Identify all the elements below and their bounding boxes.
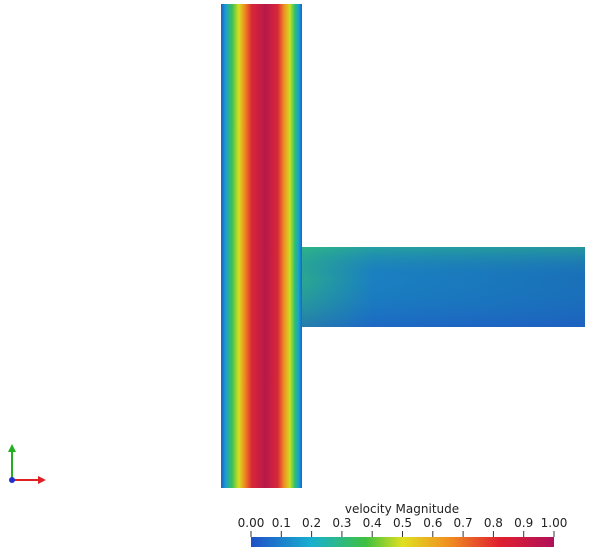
colorbar-tick-label: 0.2	[302, 516, 321, 530]
colorbar-tick-label: 0.8	[484, 516, 503, 530]
colorbar-tick-label: 0.5	[393, 516, 412, 530]
colorbar-title: velocity Magnitude	[345, 502, 459, 516]
colorbar-tick-label: 1.00	[541, 516, 568, 530]
axes-triad	[8, 444, 46, 484]
colorbar-tick-label: 0.6	[423, 516, 442, 530]
main-pipe	[221, 4, 302, 488]
colorbar-tick-label: 0.7	[454, 516, 473, 530]
colorbar	[251, 537, 554, 547]
colorbar-tick-label: 0.1	[272, 516, 291, 530]
colorbar-tick-label: 0.9	[514, 516, 533, 530]
colorbar-tick-label: 0.00	[238, 516, 265, 530]
colorbar-tick-label: 0.4	[363, 516, 382, 530]
branch-shading	[302, 247, 585, 327]
colorbar-tick-label: 0.3	[332, 516, 351, 530]
